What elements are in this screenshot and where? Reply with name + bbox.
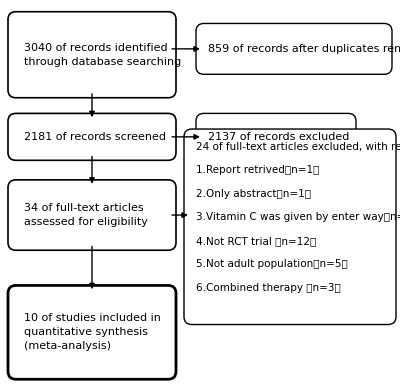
Text: 10 of studies included in
quantitative synthesis
(meta-analysis): 10 of studies included in quantitative s… [24, 313, 161, 352]
Text: 6.Combined therapy （n=3）: 6.Combined therapy （n=3） [196, 283, 341, 293]
FancyBboxPatch shape [196, 23, 392, 74]
FancyBboxPatch shape [8, 180, 176, 250]
FancyBboxPatch shape [184, 129, 396, 325]
FancyBboxPatch shape [8, 12, 176, 98]
FancyBboxPatch shape [8, 285, 176, 379]
Text: 2181 of records screened: 2181 of records screened [24, 132, 166, 142]
Text: 1.Report retrived（n=1）: 1.Report retrived（n=1） [196, 165, 319, 176]
FancyBboxPatch shape [196, 113, 356, 160]
Text: 24 of full-text articles excluded, with reasons: 24 of full-text articles excluded, with … [196, 142, 400, 152]
Text: 5.Not adult population（n=5）: 5.Not adult population（n=5） [196, 259, 348, 269]
Text: 2.Only abstract（n=1）: 2.Only abstract（n=1） [196, 189, 311, 199]
Text: 859 of records after duplicates removed: 859 of records after duplicates removed [208, 44, 400, 54]
Text: 4.Not RCT trial （n=12）: 4.Not RCT trial （n=12） [196, 236, 316, 246]
Text: 3.Vitamin C was given by enter way（n=2）: 3.Vitamin C was given by enter way（n=2） [196, 212, 400, 222]
FancyBboxPatch shape [8, 113, 176, 160]
Text: 3040 of records identified
through database searching: 3040 of records identified through datab… [24, 43, 181, 67]
Text: 34 of full-text articles
assessed for eligibility: 34 of full-text articles assessed for el… [24, 203, 148, 227]
Text: 2137 of records excluded: 2137 of records excluded [208, 132, 349, 142]
